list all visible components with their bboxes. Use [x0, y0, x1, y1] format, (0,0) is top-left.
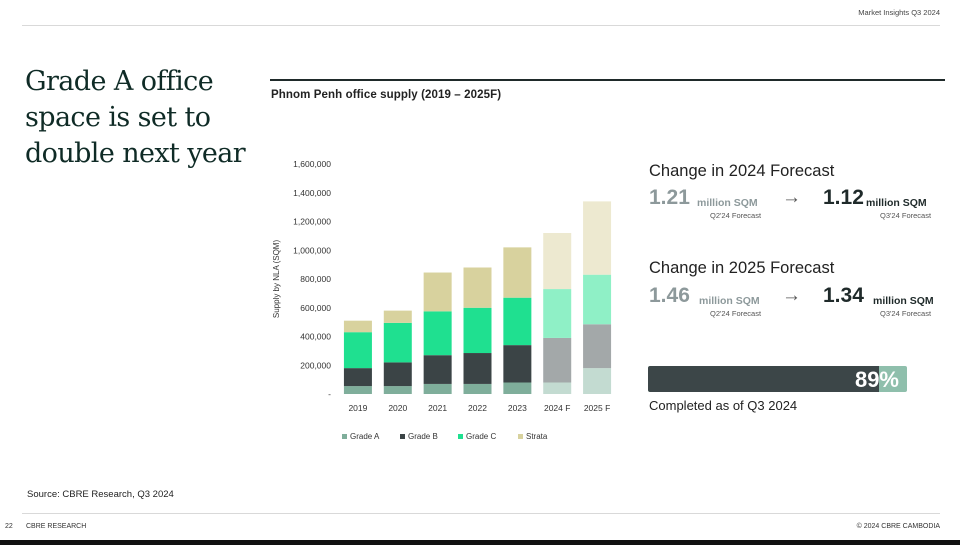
- forecast-2024-new-value: 1.12: [823, 186, 864, 209]
- y-tick-label: 1,400,000: [293, 188, 331, 198]
- legend-swatch: [518, 434, 523, 439]
- y-tick-label: 1,000,000: [293, 245, 331, 255]
- bar-grade-c: [503, 297, 532, 346]
- legend-label: Grade B: [408, 432, 438, 441]
- y-axis-label: Supply by NLA (SQM): [272, 240, 281, 319]
- y-tick-label: 400,000: [300, 332, 331, 342]
- x-tick-label: 2023: [508, 403, 527, 413]
- y-tick-label: 600,000: [300, 303, 331, 313]
- forecast-2024-new-unit: million SQM: [866, 197, 927, 209]
- forecast-2025-old-unit: million SQM: [699, 295, 760, 307]
- y-tick-label: 200,000: [300, 360, 331, 370]
- page-number: 22: [5, 523, 13, 530]
- x-tick-label: 2025 F: [584, 403, 610, 413]
- bar-grade-b: [423, 355, 452, 384]
- bar-strata: [343, 320, 372, 333]
- bar-grade-a: [583, 368, 612, 394]
- forecast-2025-old-period: Q2'24 Forecast: [710, 309, 762, 318]
- footer-copyright: © 2024 CBRE CAMBODIA: [856, 523, 940, 530]
- bar-grade-b: [583, 324, 612, 369]
- footer-left: CBRE RESEARCH: [26, 523, 87, 530]
- legend-label: Strata: [526, 432, 548, 441]
- completion-progress-bar: 89%: [648, 366, 907, 392]
- y-tick-label: 800,000: [300, 274, 331, 284]
- x-tick-label: 2021: [428, 403, 447, 413]
- forecast-2025-new-period: Q3'24 Forecast: [880, 309, 932, 318]
- bar-grade-a: [543, 382, 572, 394]
- bar-grade-b: [463, 353, 492, 384]
- y-tick-label: 1,600,000: [293, 159, 331, 169]
- bar-grade-a: [503, 382, 532, 394]
- forecast-2025-old-value: 1.46: [649, 284, 690, 307]
- header-report-name: Market Insights Q3 2024: [858, 8, 940, 17]
- top-rule: [22, 25, 940, 26]
- x-tick-label: 2020: [388, 403, 407, 413]
- bar-strata: [503, 247, 532, 298]
- forecast-2024-new-period: Q3'24 Forecast: [880, 211, 932, 220]
- bar-grade-c: [423, 311, 452, 356]
- forecast-2025-new-value: 1.34: [823, 284, 864, 307]
- bar-grade-a: [463, 383, 492, 394]
- bar-grade-c: [343, 332, 372, 369]
- source-note: Source: CBRE Research, Q3 2024: [27, 489, 174, 500]
- supply-chart: - 200,000 400,000 600,000 800,000 1,000,000 1,…: [272, 159, 612, 441]
- bar-grade-b: [543, 337, 572, 383]
- bottom-rule: [22, 513, 940, 514]
- bar-grade-a: [343, 386, 372, 394]
- x-tick-label: 2022: [468, 403, 487, 413]
- legend-label: Grade A: [350, 432, 380, 441]
- completion-progress-fill: [648, 366, 879, 392]
- bar-grade-a: [423, 383, 452, 394]
- bar-strata: [543, 233, 572, 290]
- bar-grade-a: [383, 386, 412, 394]
- bar-grade-c: [463, 307, 492, 354]
- forecast-2024-title: Change in 2024 Forecast: [649, 162, 835, 180]
- y-tick-label: -: [328, 389, 331, 399]
- bar-strata: [583, 201, 612, 275]
- forecast-2024-old-value: 1.21: [649, 186, 690, 209]
- bar-strata: [463, 267, 492, 308]
- forecast-2025-title: Change in 2025 Forecast: [649, 259, 835, 277]
- forecast-2024-old-unit: million SQM: [697, 197, 758, 209]
- bar-grade-c: [383, 322, 412, 363]
- bar-strata: [383, 310, 412, 323]
- bar-strata: [423, 272, 452, 312]
- bar-grade-b: [383, 362, 412, 387]
- bar-grade-c: [543, 289, 572, 338]
- chart-rule: [270, 79, 945, 81]
- forecast-2024-old-period: Q2'24 Forecast: [710, 211, 762, 220]
- legend-swatch: [458, 434, 463, 439]
- completion-caption: Completed as of Q3 2024: [649, 398, 798, 413]
- chart-title: Phnom Penh office supply (2019 – 2025F): [271, 89, 502, 101]
- bar-grade-b: [503, 345, 532, 383]
- bar-grade-b: [343, 368, 372, 387]
- legend-swatch: [342, 434, 347, 439]
- headline: Grade A office space is set to double ne…: [25, 66, 246, 169]
- forecast-2025-new-unit: million SQM: [873, 295, 934, 307]
- arrow-right-icon: →: [782, 187, 801, 208]
- x-tick-label: 2019: [348, 403, 367, 413]
- legend-swatch: [400, 434, 405, 439]
- completion-percent: 89%: [854, 367, 899, 392]
- bottom-band: [0, 540, 960, 545]
- arrow-right-icon: →: [782, 285, 801, 306]
- legend-label: Grade C: [466, 432, 496, 441]
- y-tick-label: 1,200,000: [293, 217, 331, 227]
- x-tick-label: 2024 F: [544, 403, 570, 413]
- bar-grade-c: [583, 274, 612, 325]
